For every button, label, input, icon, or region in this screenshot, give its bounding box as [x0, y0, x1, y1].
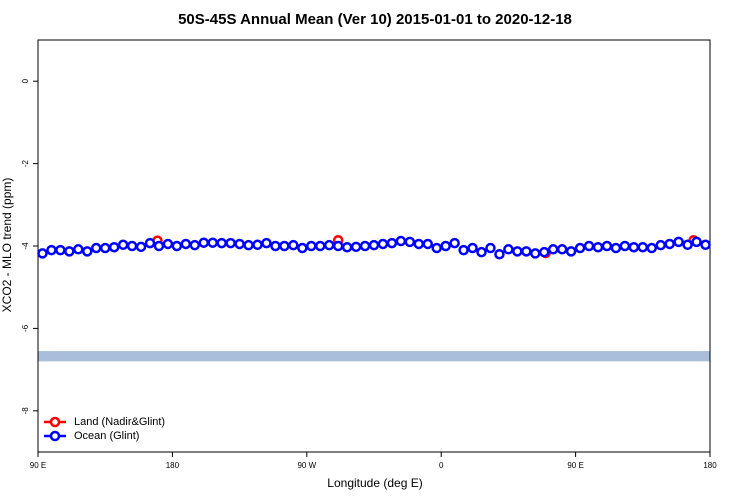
point: [440, 240, 451, 252]
y-tick-label: 0: [21, 78, 30, 83]
point: [261, 237, 272, 249]
point: [673, 236, 684, 248]
point: [538, 246, 550, 258]
x-tick-label: 180: [166, 461, 180, 470]
point: [297, 242, 308, 254]
point: [646, 242, 658, 254]
point: [431, 242, 442, 254]
point: [279, 240, 290, 252]
point: [404, 236, 416, 248]
y-tick-label: -4: [21, 242, 30, 250]
point: [37, 248, 48, 259]
point: [341, 241, 353, 253]
point: [207, 237, 218, 248]
point: [180, 238, 192, 250]
point: [565, 246, 577, 257]
point: [350, 241, 362, 253]
point: [485, 242, 496, 254]
point: [395, 235, 407, 247]
band: [38, 351, 710, 362]
x-tick-label: 90 W: [297, 461, 316, 470]
point: [449, 237, 460, 249]
point: [530, 248, 541, 259]
point: [655, 239, 666, 251]
x-tick-label: 180: [703, 461, 717, 470]
legend-marker: [49, 430, 61, 442]
point: [216, 237, 227, 249]
point: [198, 237, 210, 248]
point: [377, 238, 389, 250]
point: [55, 244, 66, 256]
point: [637, 241, 649, 253]
point: [458, 244, 469, 256]
point: [108, 241, 120, 253]
chart-title: 50S-45S Annual Mean (Ver 10) 2015-01-01 …: [178, 11, 572, 28]
y-tick-label: -8: [21, 407, 30, 415]
point: [225, 237, 236, 249]
point: [547, 244, 559, 255]
legend-label: Ocean (Glint): [74, 430, 139, 442]
point: [512, 246, 523, 257]
point: [368, 239, 380, 251]
point: [467, 242, 478, 254]
y-axis-label: XCO2 - MLO trend (ppm): [0, 178, 14, 313]
point: [126, 240, 138, 252]
point: [82, 246, 93, 257]
point: [601, 240, 613, 252]
x-tick-label: 90 E: [567, 461, 583, 470]
point: [494, 248, 505, 260]
point: [117, 239, 129, 251]
point: [90, 242, 102, 254]
point: [332, 240, 344, 252]
point: [610, 242, 622, 254]
point: [73, 244, 84, 255]
point: [135, 241, 147, 253]
point: [628, 241, 640, 253]
x-tick-label: 0: [439, 461, 444, 470]
point: [243, 239, 254, 251]
point: [288, 239, 299, 251]
point: [153, 240, 165, 252]
point: [422, 238, 434, 250]
point: [359, 240, 371, 252]
point: [476, 246, 487, 258]
point: [619, 240, 631, 252]
legend-label: Land (Nadir&Glint): [74, 416, 165, 428]
point: [574, 242, 586, 254]
point: [64, 246, 75, 257]
legend-marker: [49, 416, 61, 428]
point: [592, 241, 604, 253]
point: [189, 239, 201, 251]
point: [556, 244, 568, 255]
point: [386, 237, 398, 249]
point: [252, 239, 263, 251]
x-axis-label: Longitude (deg E): [327, 476, 422, 490]
x-tick-label: 90 E: [30, 461, 46, 470]
point: [664, 238, 675, 250]
point: [306, 240, 317, 252]
point: [162, 238, 174, 250]
point: [234, 238, 245, 250]
point: [583, 240, 595, 252]
point: [144, 237, 156, 249]
y-tick-label: -6: [21, 324, 30, 332]
point: [413, 238, 425, 250]
point: [99, 242, 111, 254]
point: [682, 239, 693, 251]
point: [700, 239, 711, 251]
point: [314, 240, 326, 252]
point: [521, 246, 532, 257]
point: [46, 244, 57, 256]
point: [691, 236, 702, 248]
point: [270, 240, 281, 252]
y-tick-label: -2: [21, 159, 30, 167]
point: [503, 244, 514, 255]
point: [171, 240, 183, 252]
point: [323, 239, 335, 251]
